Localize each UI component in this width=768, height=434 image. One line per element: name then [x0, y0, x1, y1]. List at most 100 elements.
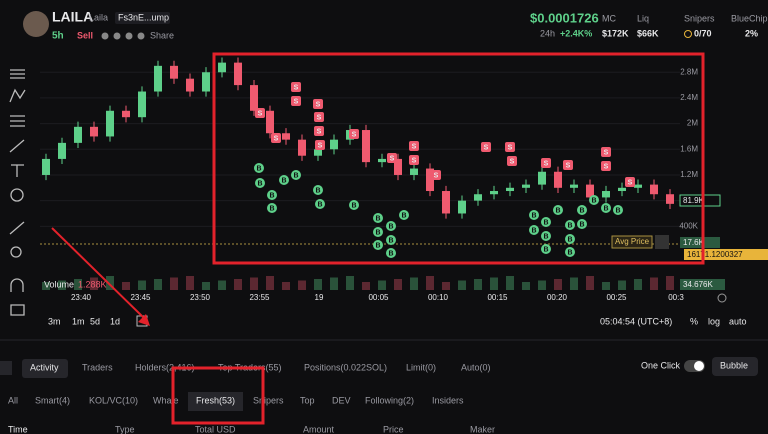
buy-marker-label: B	[375, 215, 380, 222]
x-tick-label: 23:45	[130, 293, 151, 302]
volume-bar	[234, 279, 242, 290]
active-tab-bg	[22, 359, 68, 378]
filter[interactable]: Insiders	[432, 395, 464, 405]
interval[interactable]: 1m	[72, 316, 85, 326]
tool-icon[interactable]	[10, 246, 22, 258]
tool-icon[interactable]	[10, 188, 24, 202]
sell-marker-label: S	[294, 84, 299, 91]
tool-icon[interactable]	[10, 69, 25, 79]
volume-bar	[650, 277, 658, 290]
bubble-button[interactable]: Bubble	[720, 360, 748, 370]
tab[interactable]: Activity	[30, 362, 59, 372]
filter[interactable]: Following(2)	[365, 395, 414, 405]
column-header[interactable]: Price	[383, 424, 404, 434]
buy-marker-label: B	[543, 233, 548, 240]
y-tick-label: 2.4M	[680, 93, 698, 102]
tab[interactable]: Holders(2,416)	[135, 362, 195, 372]
tool-icon[interactable]	[10, 115, 25, 127]
candle-body	[362, 130, 370, 163]
filter[interactable]: All	[8, 395, 18, 405]
column-header[interactable]: Total USD	[195, 424, 236, 434]
buy-marker-label: B	[555, 207, 560, 214]
volume-bar	[202, 282, 210, 290]
scroll-button[interactable]	[655, 235, 669, 249]
tab[interactable]: Limit(0)	[406, 362, 436, 372]
scale-option[interactable]: %	[690, 316, 698, 326]
buy-marker-label: B	[567, 236, 572, 243]
tool-icon[interactable]	[11, 164, 24, 177]
sell-marker	[601, 147, 611, 157]
column-header[interactable]: Maker	[470, 424, 495, 434]
buy-marker-label: B	[317, 201, 322, 208]
buy-marker	[565, 234, 575, 244]
buy-marker-label: B	[375, 229, 380, 236]
social-icon[interactable]	[137, 32, 145, 40]
settings-icon[interactable]	[717, 293, 727, 303]
filter[interactable]: KOL/VC(10)	[89, 395, 138, 405]
interval[interactable]: 3m	[48, 316, 61, 326]
column-header[interactable]: Type	[115, 424, 135, 434]
buy-marker	[529, 225, 539, 235]
buy-marker	[589, 195, 599, 205]
tool-icon[interactable]	[9, 139, 25, 153]
buy-marker	[577, 205, 587, 215]
filter[interactable]: Smart(4)	[35, 395, 70, 405]
sell-marker	[291, 82, 301, 92]
sell-tag[interactable]: Sell	[77, 30, 93, 40]
candle-body	[298, 139, 306, 156]
change: +2.4K%	[560, 28, 592, 38]
filter[interactable]: DEV	[332, 395, 351, 405]
token-address: Fs3nE...ump	[118, 12, 169, 22]
share-button[interactable]: Share	[150, 30, 174, 40]
interval[interactable]: 1d	[110, 316, 120, 326]
sell-marker-label: S	[294, 98, 299, 105]
candle-body	[314, 149, 322, 156]
token-symbol: Laila	[89, 12, 108, 22]
price-tag	[684, 249, 768, 260]
tool-icon[interactable]	[10, 278, 24, 292]
candle-body	[586, 184, 594, 198]
interval[interactable]: 5d	[90, 316, 100, 326]
tab[interactable]: Positions(0.022SOL)	[304, 362, 387, 372]
sell-marker-label: S	[484, 144, 489, 151]
filter[interactable]: Whale	[153, 395, 179, 405]
collapse-button[interactable]	[0, 361, 12, 375]
sell-marker-label: S	[604, 149, 609, 156]
column-header[interactable]: Time	[8, 424, 28, 434]
social-icon[interactable]	[125, 32, 133, 40]
candle-body	[602, 191, 610, 198]
scale-option[interactable]: auto	[729, 316, 747, 326]
sell-marker-label: S	[604, 163, 609, 170]
buy-marker-label: B	[269, 192, 274, 199]
filter[interactable]: Fresh(53)	[196, 395, 235, 405]
volume-bar	[458, 280, 466, 290]
sell-marker	[563, 160, 573, 170]
tool-icon[interactable]	[9, 221, 25, 235]
sell-marker	[601, 161, 611, 171]
volume-bar	[266, 276, 274, 290]
tool-icon[interactable]	[10, 304, 25, 316]
filter[interactable]: Snipers	[253, 395, 284, 405]
sell-marker-label: S	[258, 110, 263, 117]
social-icon[interactable]	[101, 32, 109, 40]
filter[interactable]: Top	[300, 395, 315, 405]
volume-bar	[394, 279, 402, 290]
volume-bar	[666, 276, 674, 290]
candle-body	[442, 191, 450, 214]
candle-body	[554, 171, 562, 188]
candle-body	[106, 110, 114, 137]
y-tick-label: 400K	[679, 221, 698, 230]
buy-marker	[399, 210, 409, 220]
tab[interactable]: Auto(0)	[461, 362, 491, 372]
column-header[interactable]: Amount	[303, 424, 335, 434]
one-click-label: One Click	[641, 360, 681, 370]
volume-bar	[106, 276, 114, 290]
y-tick-label: 1.2M	[680, 170, 698, 179]
tool-icon[interactable]	[9, 88, 26, 103]
volume-value: 1.288K	[78, 279, 107, 289]
sell-marker-label: S	[412, 143, 417, 150]
scale-option[interactable]: log	[708, 316, 720, 326]
social-icon[interactable]	[113, 32, 121, 40]
tab[interactable]: Traders	[82, 362, 113, 372]
